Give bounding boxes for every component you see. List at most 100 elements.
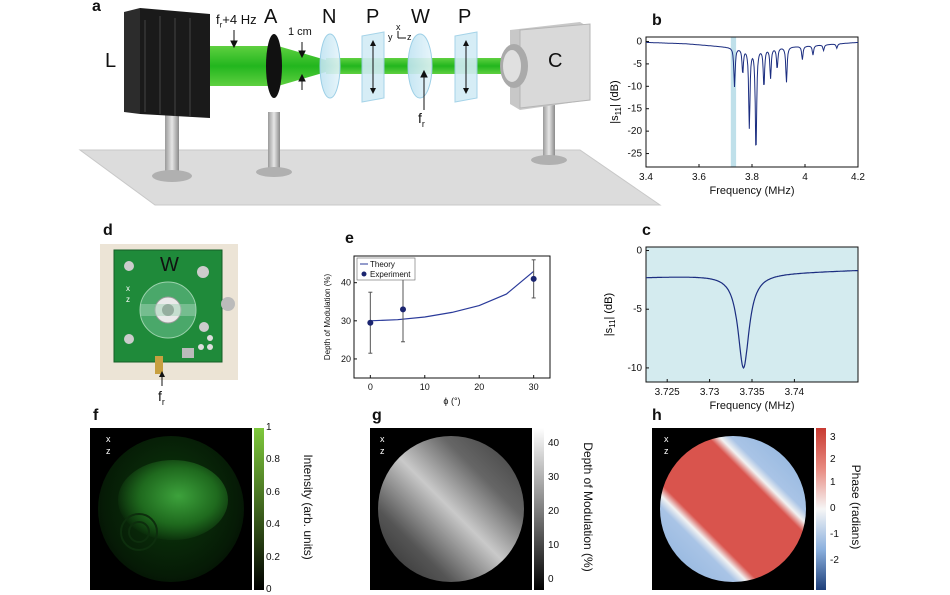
c-ytick-label: -5: [633, 304, 642, 315]
panel-letter-b: b: [652, 12, 662, 29]
b-ytick-label: -20: [628, 126, 643, 137]
pcb-drawing: [113, 249, 235, 374]
b-highlight-band: [730, 37, 737, 167]
intensity-colorbar-tick: 0.4: [266, 519, 280, 531]
phase-colorbar-label: Phase (radians): [849, 464, 863, 550]
modulation-depth-chart: 0 10 20 30 20 30 40 ϕ (°) Depth of Modulation (%…: [323, 255, 551, 406]
b-ytick-label: -5: [633, 59, 642, 70]
photo-drive-freq: fr: [158, 388, 165, 407]
depth-colorbar-label: Depth of Modulation (%): [581, 442, 595, 572]
depth-map: x z: [370, 428, 532, 590]
b-xlabel: Frequency (MHz): [710, 185, 795, 197]
e-xtick-label: 10: [420, 382, 430, 392]
phase-colorbar-tick: -2: [830, 554, 839, 566]
e-ylabel: Depth of Modulation (%): [323, 274, 332, 361]
depth-colorbar-tick: 20: [548, 506, 560, 518]
drive-freq-label: fr: [418, 110, 425, 129]
panel-letter-g: g: [372, 407, 382, 424]
depth-colorbar-tick: 10: [548, 540, 560, 552]
panel-letter-c: c: [642, 222, 651, 239]
e-ytick-label: 30: [341, 316, 351, 326]
c-xtick-label: 3.735: [739, 387, 764, 398]
intensity-colorbar-tick: 0.6: [266, 486, 280, 498]
panel-letter-a: a: [92, 0, 101, 15]
e-experiment-point: [367, 319, 374, 326]
e-ytick-label: 40: [341, 278, 351, 288]
waveplate-w: [407, 33, 433, 99]
intensity-map: x z: [90, 428, 252, 590]
e-experiment-point: [400, 306, 406, 313]
f-axis-x: x: [106, 434, 111, 444]
freq-offset-label: fr+4 Hz: [216, 12, 257, 30]
c-xtick-label: 3.73: [700, 387, 720, 398]
b-ytick-label: -15: [628, 104, 643, 115]
phase-map: x z: [652, 428, 814, 590]
intensity-colorbar-label: Intensity (arb. units): [301, 454, 315, 560]
e-xtick-label: 20: [474, 382, 484, 392]
s11-wide-chart: 3.4 3.6 3.8 4 4.2 0 -5 -10 -15 -20 -25 Frequency (M…: [609, 36, 865, 197]
camera-housing: [500, 22, 591, 110]
phase-colorbar-tick: 2: [830, 454, 836, 466]
c-ytick-label: 0: [636, 246, 642, 257]
c-frame: [645, 246, 859, 383]
b-ytick-label: -25: [628, 149, 643, 160]
depth-colorbar: [534, 428, 544, 590]
b-series-line: [646, 41, 859, 146]
intensity-colorbar-tick: 1: [266, 422, 272, 433]
c-xlabel: Frequency (MHz): [710, 400, 795, 412]
axis-y-label: y: [388, 32, 393, 42]
axis-z-label: z: [407, 32, 412, 42]
c-series-line: [646, 269, 859, 369]
beam-wide: [210, 46, 272, 86]
c-xtick-label: 3.74: [785, 387, 805, 398]
e-xlabel: ϕ (°): [443, 396, 460, 406]
aperture: [266, 34, 282, 98]
lens-n: [319, 33, 341, 99]
annotation-arrows: [230, 30, 428, 110]
label-lens-n: N: [322, 6, 337, 28]
b-ytick-label: -10: [628, 81, 643, 92]
label-polarizer-2: P: [458, 6, 472, 28]
label-laser: L: [105, 50, 117, 72]
phase-colorbar: [816, 428, 826, 590]
b-xtick-label: 3.4: [639, 172, 653, 183]
depth-colorbar-tick: 0: [548, 574, 554, 586]
optical-table: [78, 149, 662, 206]
phase-colorbar-tick: 1: [830, 477, 836, 489]
intensity-colorbar-tick: 0.2: [266, 551, 280, 563]
b-xtick-label: 4: [802, 172, 808, 183]
b-frame: [645, 36, 859, 168]
c-ytick-label: -10: [628, 363, 643, 374]
depth-colorbar-tick: 40: [548, 438, 560, 450]
s11-zoom-chart: 3.725 3.73 3.735 3.74 0 -5 -10 Frequency (MHz) |…: [603, 246, 859, 412]
panel-letter-h: h: [652, 407, 662, 424]
phase-colorbar-tick: -1: [830, 528, 839, 540]
f-axis-z: z: [106, 446, 111, 456]
beam-taper: [278, 46, 326, 86]
c-xtick-label: 3.725: [655, 387, 680, 398]
e-legend-box: [356, 257, 416, 281]
c-ylabel: |s11| (dB): [603, 293, 617, 336]
waveplate-photo: W x z: [100, 244, 238, 380]
photo-axis-x: x: [126, 284, 130, 293]
b-ylabel: |s11| (dB): [609, 80, 623, 123]
phase-colorbar-tick: 3: [830, 431, 836, 443]
e-theory-line: [370, 270, 535, 322]
h-axis-x: x: [664, 434, 669, 444]
label-polarizer-1: P: [366, 6, 380, 28]
e-xtick-label: 0: [368, 382, 373, 392]
e-xtick-label: 30: [529, 382, 539, 392]
panel-letter-f: f: [93, 407, 99, 424]
g-axis-x: x: [380, 434, 385, 444]
label-aperture: A: [264, 6, 278, 28]
intensity-colorbar: [254, 428, 264, 590]
e-legend-theory: Theory: [370, 260, 395, 269]
axis-x-label: x: [396, 22, 401, 32]
mount-posts: [152, 98, 567, 182]
photo-label-w: W: [160, 254, 179, 276]
b-xtick-label: 4.2: [851, 172, 865, 183]
b-xtick-label: 3.6: [692, 172, 706, 183]
b-xtick-label: 3.8: [745, 172, 759, 183]
g-axis-z: z: [380, 446, 385, 456]
